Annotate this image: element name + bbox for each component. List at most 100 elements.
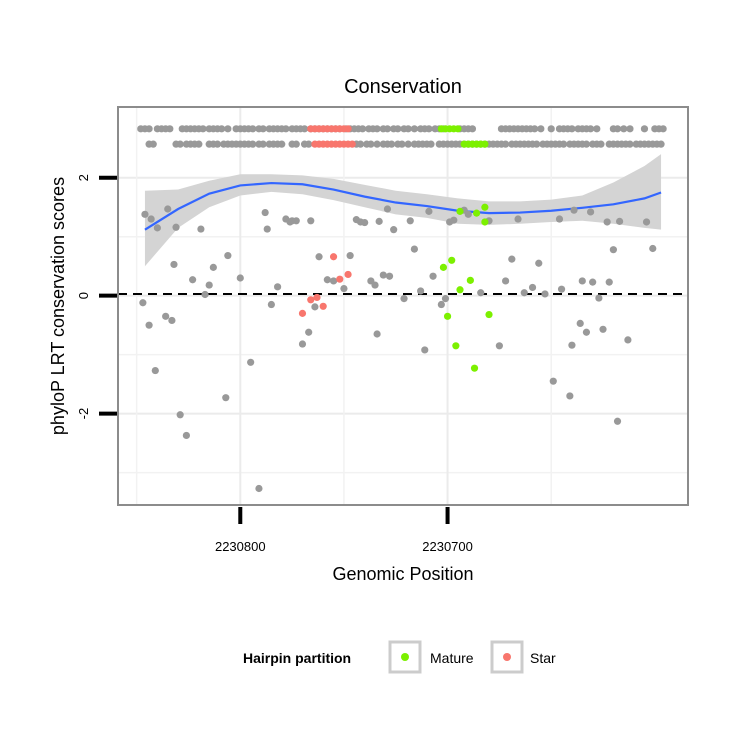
point-mature [481,218,489,226]
rug-point-other [249,125,257,133]
rug-point-other [383,125,392,133]
point-other [541,290,549,298]
point-other [528,283,537,292]
point-other [406,217,414,225]
point-star [344,270,352,279]
rug-point-other [259,125,267,133]
rug-point-mature [454,125,462,133]
point-other [346,251,354,260]
point-other [274,283,282,291]
point-star [336,275,344,283]
point-other [222,394,230,402]
point-mature [481,203,489,211]
point-other [450,216,458,224]
point-other [209,263,217,271]
rug-point-other [560,140,568,148]
point-other [425,207,433,215]
point-mature [466,276,474,284]
point-other [400,295,408,303]
point-other [153,224,161,232]
legend: Hairpin partition Mature Star [243,640,556,674]
point-other [520,289,528,297]
rug-point-other [398,140,406,148]
rug-point-other [282,125,290,133]
point-other [535,259,543,267]
legend-label-star: Star [530,650,556,666]
rug-point-other [586,125,595,133]
rug-point-other [249,140,257,148]
point-star [313,293,321,302]
point-other [375,217,383,225]
point-other [570,206,578,214]
point-other [247,358,255,366]
rug-point-other [582,140,591,148]
point-other [410,245,418,253]
point-other [502,277,510,285]
y-tick-label: 0 [76,292,91,299]
chart-title: Conservation [344,76,462,98]
point-mature [448,256,456,264]
point-other [340,285,348,293]
rug-point-other [533,140,541,148]
rug-point-other [657,140,665,148]
point-other [383,205,392,213]
point-mature [439,263,448,271]
point-other [508,255,516,263]
point-other [176,411,184,419]
rug-point-other [537,125,545,133]
point-other [624,336,632,344]
rug-point-other [613,125,622,133]
rug-point-other [404,140,412,148]
rug-point-other [547,125,555,133]
rug-point-other [292,140,300,148]
point-other [603,218,611,226]
point-other [514,215,522,223]
rug-point-other [166,125,174,133]
point-other [605,278,613,286]
rug-point-other [502,140,510,148]
y-axis-title: phyloP LRT conservation scores [48,177,68,435]
rug-point-mature [481,140,489,148]
point-other [267,300,275,309]
point-other [323,276,331,284]
rug-point-other [425,125,433,133]
smooth-curve [144,181,662,231]
point-other [162,312,170,320]
rug-point-other [145,125,153,133]
point-other [568,341,576,349]
y-axis: -2 0 2 [76,174,117,419]
point-other [307,217,315,225]
point-other [311,303,319,311]
point-other [549,377,557,385]
point-other [189,276,197,284]
point-other [555,215,564,223]
point-other [421,346,429,354]
rug-point-other [300,125,309,133]
point-other [649,244,657,253]
point-other [613,417,622,425]
rug-point-other [199,125,207,133]
point-other [172,223,180,231]
rug-point-other [373,125,381,133]
point-other [371,281,379,289]
rug-point-other [626,125,634,133]
point-other [609,246,617,254]
point-other [586,208,595,216]
rug-point-other [626,140,634,148]
point-mature [456,207,464,215]
rug-point-other [597,140,605,148]
rug-point-other [305,140,313,148]
point-other [464,210,472,218]
point-other [329,277,338,285]
x-tick-label: 2230800 [215,539,266,554]
point-other [429,272,437,280]
point-other [236,274,244,282]
x-axis-title: Genomic Position [332,564,473,584]
point-other [557,285,566,293]
point-other [292,217,300,225]
rug-point-other [358,125,367,133]
point-star [307,296,315,304]
point-mature [452,342,460,350]
